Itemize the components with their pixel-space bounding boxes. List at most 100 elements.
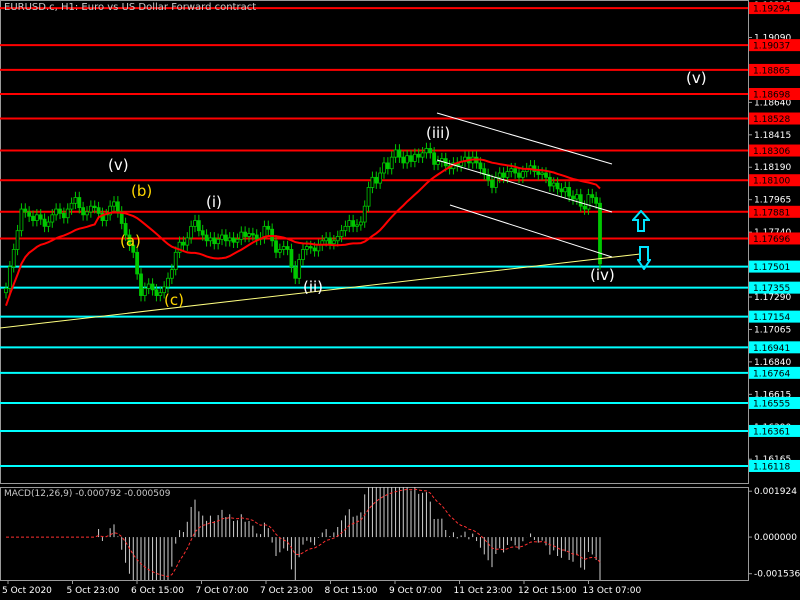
support-level-tag [749,310,800,323]
support-trendline [0,253,641,329]
price-tick-label: 1.17290 [754,293,791,303]
support-level-tag [749,260,800,273]
candle-body [582,205,587,210]
candle-body [594,197,599,204]
candle-body [146,283,151,289]
sell-arrow-icon[interactable] [636,246,652,274]
price-tick-label: 1.18415 [754,131,791,141]
support-level-tag [749,281,800,294]
support-level-tag [749,366,800,379]
candle-body [112,201,116,207]
candle-body [578,194,583,207]
support-level-tag-label: 1.16361 [753,427,790,437]
macd-tick-label: 0.000000 [754,533,797,543]
buy-arrow-icon[interactable] [630,209,652,236]
candle-body [536,171,541,175]
candle-body [409,155,413,162]
candle-body [590,194,595,198]
candle-body [77,197,82,209]
candle-body [162,286,167,294]
candle-body [7,266,12,289]
wave-label: (i) [206,193,222,211]
wave-label: (c) [164,291,184,309]
candle-body [158,292,163,296]
candle-body [181,241,186,246]
candle-body [571,195,575,200]
candle-body [73,197,78,204]
candle-body [277,249,282,253]
candle-body [54,208,59,216]
candle-body [478,162,483,170]
candle-body [104,214,109,221]
candle-body [196,220,201,232]
candle-body [428,148,433,154]
candle-body [505,171,510,178]
candle-body [243,231,248,237]
wave-label: (a) [120,232,141,250]
support-level-tag [749,396,800,409]
candle-body [574,194,579,200]
resistance-level-tag-label: 1.19294 [753,5,790,15]
candle-body [393,149,398,158]
macd-tick-label: 0.001924 [754,487,797,497]
candle-body [208,237,213,242]
candle-body [517,172,521,178]
price-tick-label: 1.16840 [754,358,791,368]
resistance-level-tag [749,232,800,245]
candle-body [15,230,20,250]
macd-tick-label: -0.001536 [754,570,800,580]
resistance-level-tag [749,144,800,157]
candle-body [150,283,155,291]
candle-body [65,208,70,219]
price-tick-label: 1.17965 [754,196,791,206]
candle-body [227,237,232,242]
candle-body [297,259,302,279]
support-level-tag-label: 1.17501 [753,263,790,273]
candle-body [58,208,62,214]
candle-body [339,230,344,237]
candle-body [266,225,271,230]
time-label: 7 Oct 07:00 [196,586,249,596]
price-tick-label: 1.19090 [754,33,791,43]
candle-body [551,182,556,187]
candle-body [412,153,417,162]
candle-body [520,171,525,178]
candle-body [289,249,294,268]
support-level-tag-label: 1.17154 [753,313,790,323]
support-level-tag-label: 1.16941 [753,344,790,354]
candle-body [312,247,317,252]
candle-body [239,231,244,240]
candle-body [123,223,128,236]
candle-body [108,205,113,216]
wave-label: (ii) [303,278,324,296]
support-level-tag [749,459,800,472]
main-pane-frame [0,0,749,484]
time-label: 5 Oct 2020 [2,586,52,596]
candle-body [34,214,39,221]
candle-body [166,277,170,288]
resistance-level-tag [749,39,800,52]
support-level-tag [749,341,800,354]
candle-body [231,237,236,243]
time-label: 6 Oct 15:00 [131,586,184,596]
candle-body [331,240,336,245]
candle-body [220,234,224,240]
candle-body [281,246,286,250]
channel-upper-line [436,112,613,165]
resistance-level-tag-label: 1.18528 [753,115,790,125]
candle-body [405,155,410,164]
wave-label: (b) [131,182,153,200]
resistance-level-tag-label: 1.17696 [753,235,790,245]
candle-body [540,172,545,175]
candle-body [254,234,259,240]
candle-body [490,179,494,188]
candle-body [555,182,560,190]
candle-body [23,208,28,213]
candle-body [501,172,506,178]
candle-body [420,152,425,158]
candle-body [324,237,329,242]
chart-title: EURUSD.c, H1: Euro vs US Dollar Forward … [4,2,257,13]
time-label: 5 Oct 23:00 [67,586,120,596]
candle-body [497,172,502,178]
